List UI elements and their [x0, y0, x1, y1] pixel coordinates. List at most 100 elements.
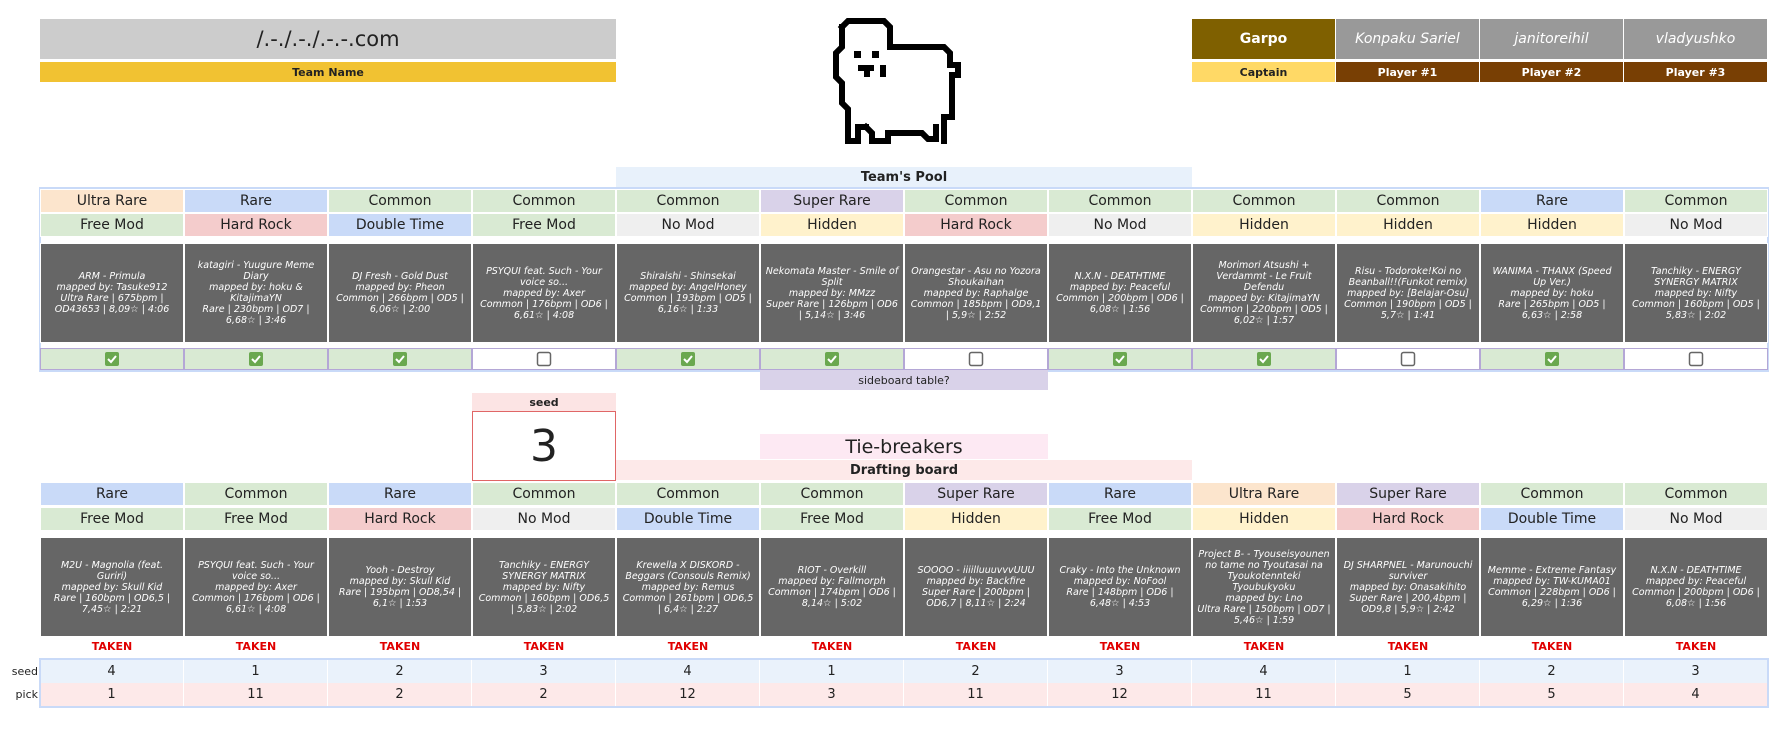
checkbox[interactable]: [248, 351, 264, 367]
checkbox[interactable]: [1112, 351, 1128, 367]
seed-value: 3: [472, 411, 616, 481]
pick-cell: 11: [1192, 683, 1336, 706]
mod-cell: Hard Rock: [1336, 507, 1480, 531]
mod-cell: Hard Rock: [328, 507, 472, 531]
status-cell: TAKEN: [955, 639, 997, 653]
map-title: Memme - Extreme Fantasy: [1487, 565, 1617, 576]
map-info: Common | 200bpm | OD6 | 6,08☆ | 1:56: [1632, 587, 1760, 609]
map-cell: Yooh - Destroy mapped by: Skull Kid Rare |…: [328, 537, 472, 637]
seed-cell: 2: [1480, 660, 1624, 683]
team-name-label: Team Name: [40, 62, 616, 82]
map-title: DJ SHARPNEL - Marunouchi surviver: [1343, 559, 1473, 582]
checkbox[interactable]: [104, 351, 120, 367]
map-mapper: mapped by: Nifty: [502, 581, 586, 593]
mod-cell: Double Time: [328, 213, 472, 237]
map-title: N.X.N - DEATHTIME: [1650, 565, 1742, 576]
seed-row-label: seed: [11, 665, 38, 678]
mod-cell: No Mod: [1048, 213, 1192, 237]
map-cell: DJ SHARPNEL - Marunouchi surviver mapped …: [1336, 537, 1480, 637]
rarity-cell: Common: [472, 482, 616, 506]
map-cell: Tanchiky - ENERGY SYNERGY MATRIX mapped b…: [472, 537, 616, 637]
pick-cell: 12: [616, 683, 760, 706]
checkbox[interactable]: [1256, 351, 1272, 367]
rarity-cell: Common: [760, 482, 904, 506]
status-cell: TAKEN: [1675, 639, 1717, 653]
status-cell: TAKEN: [1531, 639, 1573, 653]
map-title: Project B- - Tyouseisyounen no tame no T…: [1198, 548, 1330, 593]
drafting-frame: [39, 658, 1769, 708]
pick-cell: 2: [472, 683, 616, 706]
rarity-cell: Rare: [40, 482, 184, 506]
map-info: Super Rare | 200,4bpm | OD9,8 | 5,9☆ | 2…: [1349, 592, 1467, 615]
mod-cell: No Mod: [1624, 213, 1768, 237]
checkbox[interactable]: [1400, 351, 1416, 367]
map-mapper: mapped by: Fallmorph: [778, 576, 886, 587]
status-cell: TAKEN: [1387, 639, 1429, 653]
status-cell: TAKEN: [523, 639, 565, 653]
rarity-cell: Common: [1624, 482, 1768, 506]
seed-label: seed: [472, 393, 616, 411]
pick-cell: 3: [760, 683, 904, 706]
rarity-cell: Rare: [1480, 189, 1624, 213]
map-info: Rare | 195bpm | OD8,54 | 6,1☆ | 1:53: [338, 587, 462, 609]
mod-cell: Free Mod: [184, 507, 328, 531]
checkbox-cell: [904, 348, 1048, 370]
map-mapper: mapped by: Raphalge: [923, 287, 1029, 299]
map-mapper: mapped by: Onasakihito: [1349, 581, 1467, 593]
checkbox[interactable]: [680, 351, 696, 367]
map-title: Tanchiky - ENERGY SYNERGY MATRIX: [499, 559, 589, 582]
checkbox[interactable]: [1688, 351, 1704, 367]
mod-cell: No Mod: [472, 507, 616, 531]
map-mapper: mapped by: Axer: [215, 581, 297, 593]
map-mapper: mapped by: TW-KUMA01: [1493, 576, 1611, 587]
checkbox[interactable]: [968, 351, 984, 367]
player-role: Player #3: [1624, 62, 1768, 82]
checkbox[interactable]: [392, 351, 408, 367]
mod-cell: Free Mod: [472, 213, 616, 237]
rarity-cell: Ultra Rare: [40, 189, 184, 213]
rarity-cell: Ultra Rare: [1192, 482, 1336, 506]
rarity-cell: Rare: [328, 482, 472, 506]
map-title: Tanchiky - ENERGY SYNERGY MATRIX: [1651, 265, 1741, 288]
rarity-cell: Super Rare: [1336, 482, 1480, 506]
map-mapper: mapped by: Tasuke912: [56, 282, 168, 293]
map-title: Risu - Todoroke!Koi no Beanball!!(Funkot…: [1348, 265, 1468, 288]
map-info: Common | 261bpm | OD6,5 | 6,4☆ | 2:27: [622, 592, 754, 615]
pool-title: Team's Pool: [616, 167, 1192, 187]
map-title: Nekomata Master - Smile of Split: [765, 265, 899, 288]
map-mapper: mapped by: MMzz: [788, 287, 876, 299]
player-name: Konpaku Sariel: [1336, 19, 1480, 59]
mod-cell: Free Mod: [760, 507, 904, 531]
seed-cell: 2: [328, 660, 472, 683]
map-title: SOOOO - iiiilluuuvvvUUU: [917, 565, 1035, 576]
checkbox[interactable]: [824, 351, 840, 367]
map-cell: Krewella X DISKORD - Beggars (Consouls R…: [616, 537, 760, 637]
map-mapper: mapped by: Peaceful: [1069, 282, 1171, 293]
map-cell: WANIMA - THANX (Speed Up Ver.) mapped by:…: [1480, 243, 1624, 343]
map-title: PSYQUI feat. Such - Your voice so...: [198, 559, 314, 582]
rarity-cell: Common: [1624, 189, 1768, 213]
seed-cell: 1: [760, 660, 904, 683]
map-info: Common | 160bpm | OD6,5 | 5,83☆ | 2:02: [478, 592, 610, 615]
map-cell: Craky - Into the Unknown mapped by: NoFoo…: [1048, 537, 1192, 637]
map-info: Common | 176bpm | OD6 | 6,61☆ | 4:08: [192, 592, 320, 615]
checkbox-cell: [1624, 348, 1768, 370]
checkbox[interactable]: [536, 351, 552, 367]
mod-cell: Hard Rock: [904, 213, 1048, 237]
mod-cell: Hidden: [760, 213, 904, 237]
checkbox[interactable]: [1544, 351, 1560, 367]
map-cell: PSYQUI feat. Such - Your voice so... mapp…: [184, 537, 328, 637]
status-cell: TAKEN: [1243, 639, 1285, 653]
seed-cell: 4: [40, 660, 184, 683]
status-cell: TAKEN: [1099, 639, 1141, 653]
map-cell: ARM - Primula mapped by: Tasuke912 Ultra R…: [40, 243, 184, 343]
map-mapper: mapped by: Axer: [503, 287, 585, 299]
map-info: Super Rare | 200bpm | OD6,7 | 8,11☆ | 2:…: [922, 587, 1030, 609]
seed-cell: 1: [184, 660, 328, 683]
map-cell: Nekomata Master - Smile of Split mapped b…: [760, 243, 904, 343]
map-cell: Memme - Extreme Fantasy mapped by: TW-KUM…: [1480, 537, 1624, 637]
status-cell: TAKEN: [667, 639, 709, 653]
map-title: katagiri - Yuugure Meme Diary: [197, 260, 315, 282]
checkbox-cell: [1048, 348, 1192, 370]
map-cell: Project B- - Tyouseisyounen no tame no T…: [1192, 537, 1336, 637]
